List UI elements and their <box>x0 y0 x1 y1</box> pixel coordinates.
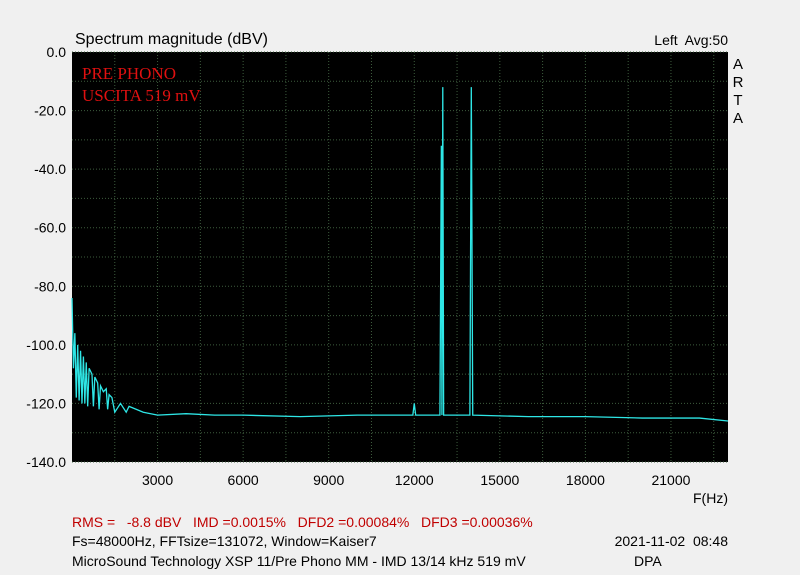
plot-area <box>72 52 728 462</box>
measurements: RMS = -8.8 dBV IMD =0.0015% DFD2 =0.0008… <box>72 514 533 530</box>
y-tick-label: 0.0 <box>47 44 67 60</box>
spectrum-line <box>71 87 729 422</box>
y-tick-label: -80.0 <box>34 278 66 294</box>
brand: ARTA <box>730 56 747 128</box>
y-tick-label: -60.0 <box>34 220 66 236</box>
y-tick-label: -120.0 <box>26 395 66 411</box>
datetime: 2021-11-02 08:48 <box>615 533 729 549</box>
y-tick-label: -100.0 <box>26 337 66 353</box>
x-tick-label: 3000 <box>142 472 173 488</box>
x-tick-label: 9000 <box>313 472 344 488</box>
author: DPA <box>634 553 662 569</box>
x-tick-label: 6000 <box>228 472 259 488</box>
y-tick-label: -140.0 <box>26 454 66 470</box>
annotation: PRE PHONO <box>82 64 176 83</box>
description: MicroSound Technology XSP 11/Pre Phono M… <box>72 553 526 569</box>
y-tick-label: -20.0 <box>34 103 66 119</box>
x-tick-label: 21000 <box>651 472 690 488</box>
chart-title: Spectrum magnitude (dBV) <box>75 31 268 48</box>
x-tick-label: 18000 <box>566 472 605 488</box>
settings: Fs=48000Hz, FFTsize=131072, Window=Kaise… <box>72 533 377 549</box>
x-tick-label: 12000 <box>395 472 434 488</box>
annotation: USCITA 519 mV <box>82 86 201 105</box>
status: Left Avg:50 <box>654 32 728 48</box>
y-tick-label: -40.0 <box>34 161 66 177</box>
x-axis-label: F(Hz) <box>693 490 728 506</box>
x-tick-label: 15000 <box>480 472 519 488</box>
